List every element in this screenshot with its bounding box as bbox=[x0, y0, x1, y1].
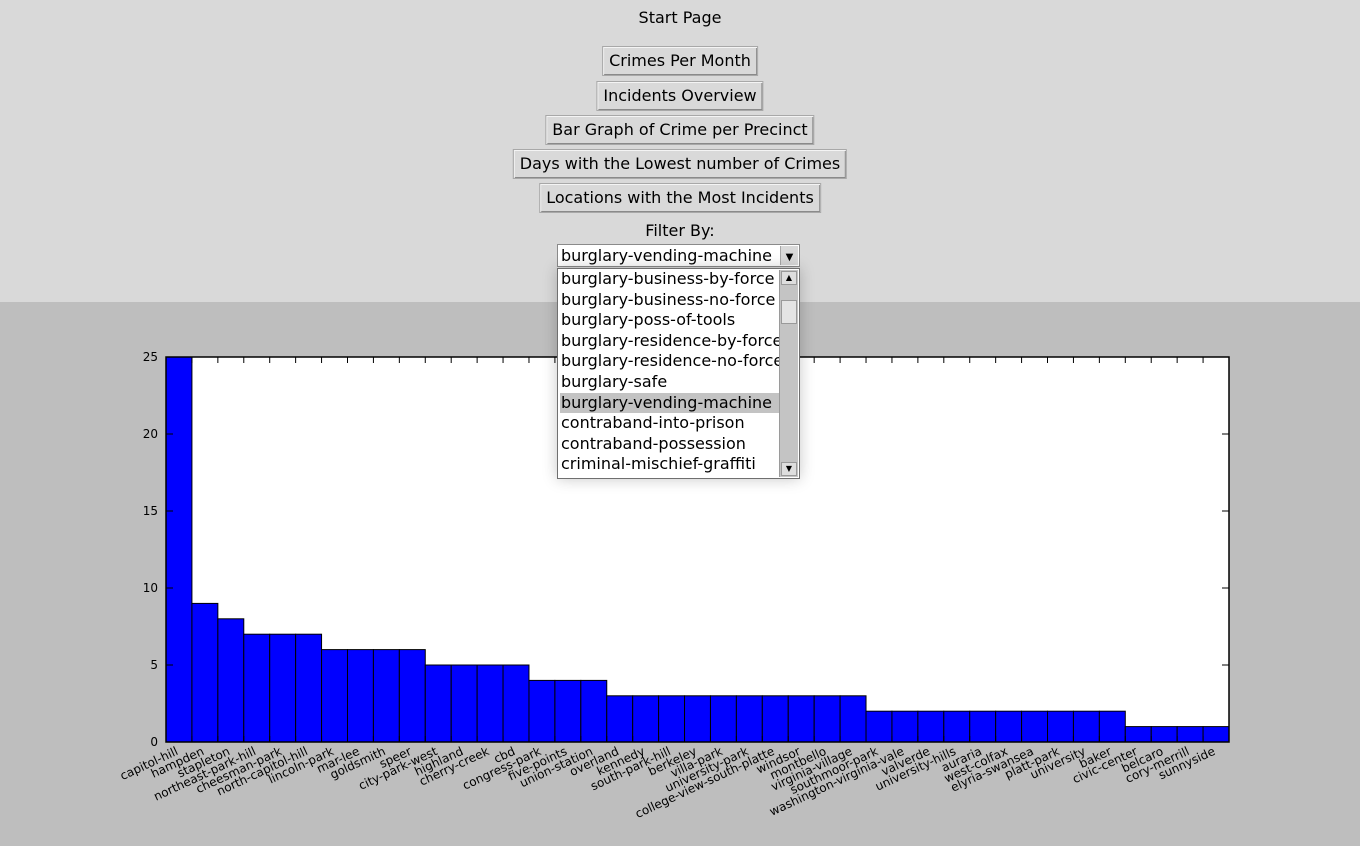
dropdown-option[interactable]: burglary-vending-machine bbox=[560, 392, 779, 414]
page-title: Start Page bbox=[638, 8, 722, 27]
scrollbar-thumb[interactable] bbox=[781, 300, 797, 325]
bar bbox=[969, 710, 997, 743]
filter-selected-value: burglary-vending-machine bbox=[561, 246, 772, 265]
chevron-down-icon[interactable]: ▼ bbox=[780, 246, 798, 265]
most-locations-button[interactable]: Locations with the Most Incidents bbox=[539, 183, 821, 213]
dropdown-option[interactable]: burglary-poss-of-tools bbox=[561, 310, 736, 330]
bar bbox=[917, 710, 945, 743]
filter-label: Filter By: bbox=[645, 221, 715, 240]
y-tick-label: 25 bbox=[143, 350, 158, 364]
bar bbox=[839, 695, 867, 743]
bar bbox=[761, 695, 789, 743]
bar bbox=[295, 633, 323, 743]
bar bbox=[554, 679, 582, 743]
dropdown-scrollbar[interactable]: ▲ ▼ bbox=[779, 270, 798, 477]
bar bbox=[372, 649, 400, 743]
bar bbox=[606, 695, 634, 743]
dropdown-option[interactable]: burglary-residence-no-force bbox=[561, 351, 779, 371]
bar bbox=[191, 602, 219, 743]
y-tick-label: 10 bbox=[143, 581, 158, 595]
filter-dropdown-list[interactable]: burglary-business-by-force burglary-busin… bbox=[557, 268, 800, 479]
y-tick-label: 20 bbox=[143, 427, 158, 441]
bar bbox=[424, 664, 452, 743]
bar bbox=[1150, 726, 1178, 743]
bar bbox=[165, 356, 193, 743]
bar bbox=[735, 695, 763, 743]
bar bbox=[1098, 710, 1126, 743]
bar bbox=[684, 695, 711, 743]
dropdown-option[interactable]: criminal-mischief-graffiti bbox=[561, 454, 756, 474]
bar-graph-precinct-button[interactable]: Bar Graph of Crime per Precinct bbox=[545, 115, 815, 145]
bar bbox=[1202, 726, 1230, 743]
dropdown-option[interactable]: burglary-business-no-force bbox=[561, 289, 776, 309]
bar bbox=[1047, 710, 1074, 743]
bar bbox=[502, 664, 530, 743]
dropdown-items: burglary-business-by-force burglary-busin… bbox=[560, 269, 779, 475]
dropdown-option[interactable]: burglary-residence-by-force bbox=[561, 330, 779, 350]
bar bbox=[398, 649, 426, 743]
arrow-down-icon[interactable]: ▼ bbox=[781, 462, 797, 476]
bar bbox=[243, 633, 271, 743]
bar bbox=[476, 664, 504, 743]
y-tick-label: 0 bbox=[150, 735, 158, 749]
bar bbox=[1176, 726, 1204, 743]
arrow-up-icon[interactable]: ▲ bbox=[781, 271, 797, 285]
y-tick-label: 15 bbox=[143, 504, 158, 518]
bar bbox=[658, 695, 686, 743]
dropdown-option[interactable]: contraband-possession bbox=[561, 433, 746, 453]
dropdown-option[interactable]: burglary-safe bbox=[561, 371, 668, 391]
bar bbox=[346, 649, 374, 743]
dropdown-option[interactable]: contraband-into-prison bbox=[561, 413, 745, 433]
bar bbox=[995, 710, 1023, 743]
bar bbox=[865, 710, 893, 743]
bar bbox=[891, 710, 919, 743]
bar bbox=[813, 695, 841, 743]
bar bbox=[217, 618, 245, 743]
lowest-days-button[interactable]: Days with the Lowest number of Crimes bbox=[512, 149, 848, 179]
bar bbox=[632, 695, 660, 743]
filter-combobox[interactable]: burglary-vending-machine ▼ bbox=[557, 244, 800, 267]
y-tick-label: 5 bbox=[150, 658, 158, 672]
bar bbox=[1072, 710, 1100, 743]
bar bbox=[528, 679, 556, 743]
bar bbox=[709, 695, 737, 743]
bar bbox=[943, 710, 971, 743]
bar bbox=[450, 664, 478, 743]
bar bbox=[787, 695, 815, 743]
dropdown-option[interactable]: burglary-business-by-force bbox=[561, 269, 775, 288]
bar bbox=[1021, 710, 1049, 743]
bar bbox=[269, 633, 297, 743]
bar bbox=[321, 649, 348, 743]
incidents-overview-button[interactable]: Incidents Overview bbox=[596, 81, 764, 111]
bar bbox=[1124, 726, 1152, 743]
bar bbox=[580, 679, 608, 743]
crimes-per-month-button[interactable]: Crimes Per Month bbox=[602, 46, 758, 76]
